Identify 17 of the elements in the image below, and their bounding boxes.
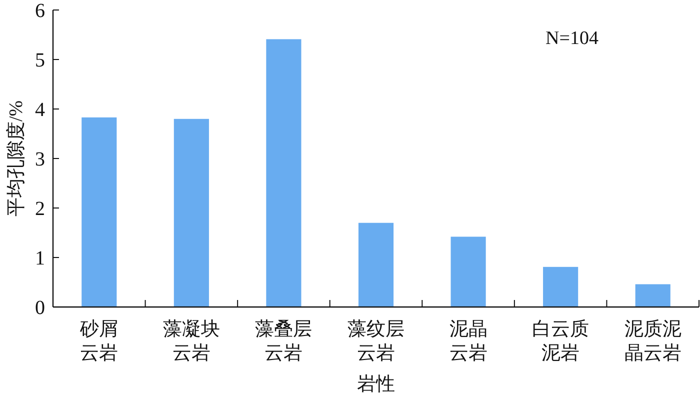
y-tick-label: 6	[35, 0, 45, 22]
x-tick-label: 泥质泥晶云岩	[624, 319, 682, 364]
x-tick-label: 砂屑云岩	[79, 319, 118, 364]
x-tick-label: 泥晶云岩	[449, 319, 488, 364]
x-tick-label: 藻叠层云岩	[255, 319, 312, 364]
x-tick-label: 藻凝块云岩	[162, 319, 220, 364]
annotation: N=104	[546, 28, 599, 49]
y-tick-label: 3	[35, 148, 45, 170]
y-tick-label: 0	[35, 297, 45, 319]
y-axis-title: 平均孔隙度/%	[5, 100, 27, 217]
x-axis-title: 岩性	[357, 374, 395, 395]
y-tick-label: 1	[35, 248, 45, 270]
x-tick-label: 白云质泥岩	[532, 319, 590, 364]
y-tick-label: 5	[35, 50, 45, 72]
y-tick-label: 4	[35, 99, 45, 121]
y-tick-label: 2	[35, 198, 45, 220]
x-tick-label: 藻纹层云岩	[348, 319, 404, 364]
